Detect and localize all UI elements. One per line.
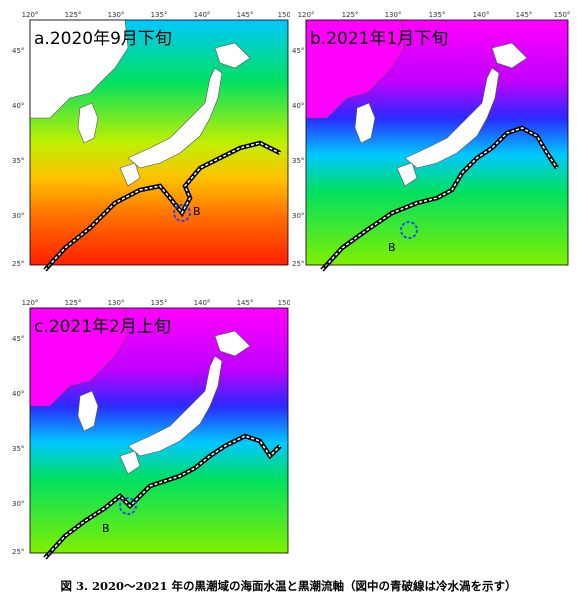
svg-text:35°: 35° <box>12 445 24 453</box>
svg-text:130°: 130° <box>385 11 402 19</box>
kyushu <box>396 162 418 187</box>
svg-text:45°: 45° <box>12 335 24 343</box>
svg-text:25°: 25° <box>292 260 304 268</box>
korea <box>77 102 99 144</box>
eddy-label: B <box>193 205 201 218</box>
panel-c: B 120° 125° 130° 135° 140° 145° 150° 45°… <box>10 296 295 561</box>
panel-title: a.2020年9月下旬 <box>34 29 172 49</box>
svg-text:120°: 120° <box>298 11 315 19</box>
svg-text:25°: 25° <box>12 548 24 556</box>
svg-text:130°: 130° <box>108 11 125 19</box>
lon-axis: 120° 125° 130° 135° 140° 145° 150° <box>22 299 295 307</box>
svg-text:40°: 40° <box>12 102 24 110</box>
korea <box>77 390 99 432</box>
cold-eddy <box>400 221 418 239</box>
svg-text:125°: 125° <box>65 11 82 19</box>
hokkaido <box>491 42 528 69</box>
map-frame <box>29 307 289 554</box>
cold-eddy <box>119 497 137 515</box>
lat-axis: 45° 40° 35° 30° 25° <box>12 47 24 268</box>
panel-a-map: B 120° 125° 130° 135° 140° 145° 150° 45°… <box>12 11 295 272</box>
svg-text:140°: 140° <box>473 11 490 19</box>
panel-title: b.2021年1月下旬 <box>310 29 449 49</box>
svg-text:120°: 120° <box>22 11 39 19</box>
continent <box>305 19 405 119</box>
panel-title: c.2021年2月上旬 <box>34 317 171 337</box>
japan <box>404 67 500 169</box>
svg-text:145°: 145° <box>237 11 254 19</box>
svg-text:25°: 25° <box>12 260 24 268</box>
korea <box>354 102 376 144</box>
svg-text:40°: 40° <box>12 390 24 398</box>
svg-text:145°: 145° <box>516 11 533 19</box>
panel-b: B 120° 125° 130° 135° 140° 145° 150° 45°… <box>292 8 574 273</box>
svg-text:45°: 45° <box>292 47 304 55</box>
svg-text:45°: 45° <box>12 47 24 55</box>
svg-text:140°: 140° <box>194 11 211 19</box>
hokkaido <box>214 42 251 69</box>
svg-text:135°: 135° <box>429 11 446 19</box>
lon-axis: 120° 125° 130° 135° 140° 145° 150° <box>298 11 571 19</box>
continent <box>29 19 129 119</box>
svg-text:130°: 130° <box>108 299 125 307</box>
lat-axis: 45° 40° 35° 30° 25° <box>12 335 24 556</box>
figure-caption: 図 3. 2020～2021 年の黒潮域の海面水温と黒潮流軸（図中の青破線は冷水… <box>60 579 517 593</box>
kyushu <box>119 450 141 475</box>
svg-text:135°: 135° <box>151 11 168 19</box>
panel-a: B 120° 125° 130° 135° 140° 145° 150° 45°… <box>10 8 295 273</box>
japan <box>127 355 223 457</box>
svg-text:145°: 145° <box>237 299 254 307</box>
svg-text:30°: 30° <box>12 212 24 220</box>
svg-text:125°: 125° <box>342 11 359 19</box>
svg-text:30°: 30° <box>12 500 24 508</box>
kyushu <box>119 162 141 187</box>
svg-text:35°: 35° <box>12 157 24 165</box>
eddy-label: B <box>388 241 396 254</box>
eddy-label: B <box>102 522 110 535</box>
map-frame <box>305 19 569 266</box>
svg-text:40°: 40° <box>292 102 304 110</box>
panel-b-map: B 120° 125° 130° 135° 140° 145° 150° 45°… <box>292 11 571 272</box>
svg-text:150°: 150° <box>554 11 571 19</box>
cold-eddy <box>173 204 191 222</box>
svg-text:135°: 135° <box>151 299 168 307</box>
lon-axis: 120° 125° 130° 135° 140° 145° 150° <box>22 11 295 19</box>
lat-axis: 45° 40° 35° 30° 25° <box>292 47 304 268</box>
svg-text:125°: 125° <box>65 299 82 307</box>
svg-text:150°: 150° <box>278 11 290 19</box>
hokkaido <box>214 330 251 357</box>
svg-text:150°: 150° <box>278 299 290 307</box>
svg-text:30°: 30° <box>292 212 304 220</box>
map-frame <box>29 19 289 266</box>
panel-c-map: B 120° 125° 130° 135° 140° 145° 150° 45°… <box>12 299 295 560</box>
japan <box>127 67 223 169</box>
svg-text:140°: 140° <box>194 299 211 307</box>
svg-text:35°: 35° <box>292 157 304 165</box>
svg-text:120°: 120° <box>22 299 39 307</box>
continent <box>29 307 129 407</box>
